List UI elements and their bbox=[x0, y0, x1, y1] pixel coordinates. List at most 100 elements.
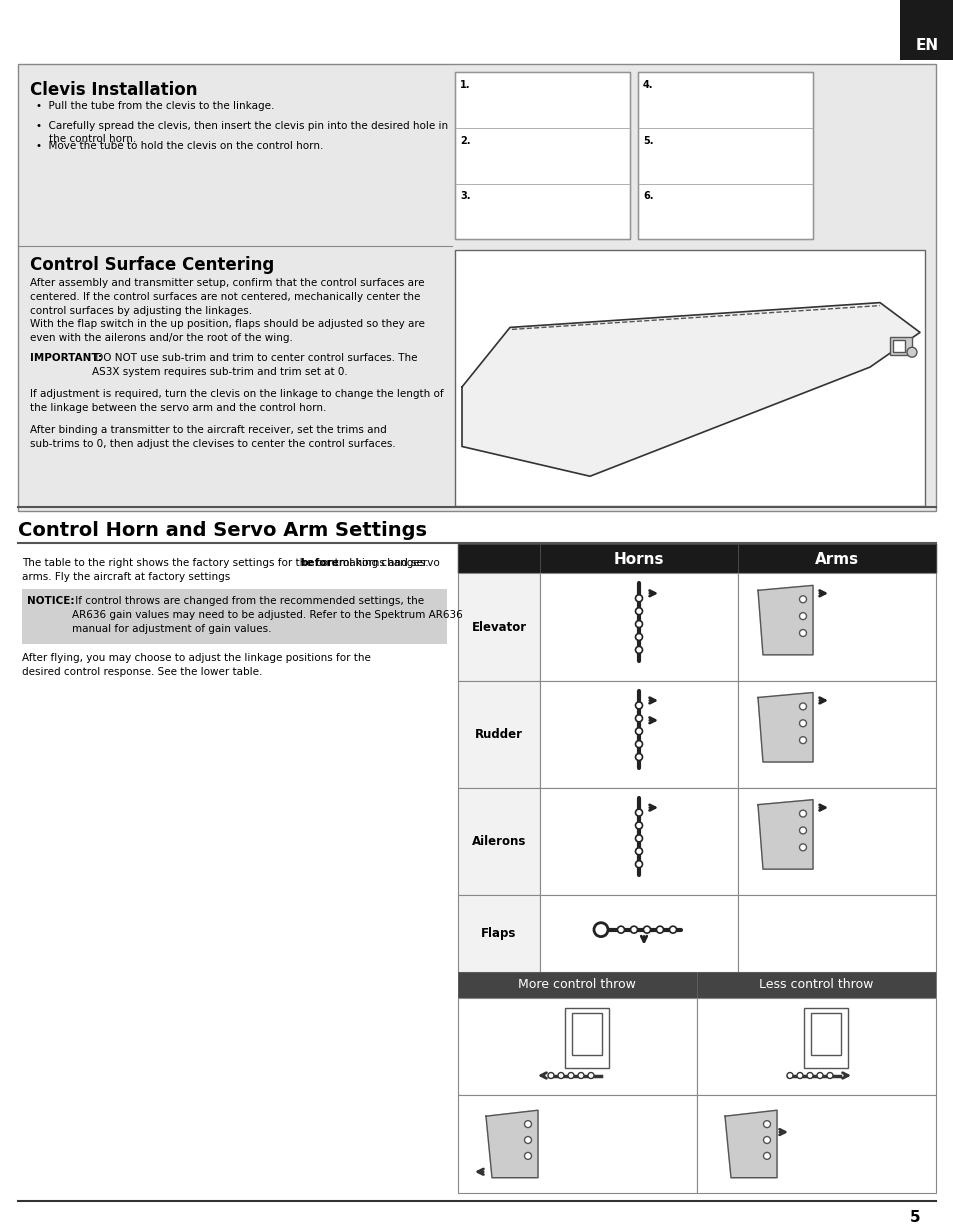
Bar bbox=[803, 1009, 847, 1067]
Bar bbox=[697, 972, 935, 998]
Bar bbox=[457, 681, 539, 788]
Bar bbox=[457, 1096, 697, 1193]
Circle shape bbox=[635, 715, 641, 721]
Text: NOTICE:: NOTICE: bbox=[27, 596, 74, 606]
Text: 4.: 4. bbox=[642, 80, 653, 91]
Bar bbox=[539, 544, 738, 573]
Bar bbox=[457, 894, 539, 972]
Text: Clevis Installation: Clevis Installation bbox=[30, 81, 197, 99]
Text: •  Carefully spread the clevis, then insert the clevis pin into the desired hole: • Carefully spread the clevis, then inse… bbox=[36, 121, 448, 145]
Circle shape bbox=[635, 741, 641, 747]
Bar bbox=[564, 1009, 608, 1067]
Text: Control Surface Centering: Control Surface Centering bbox=[30, 256, 274, 274]
Text: 6.: 6. bbox=[642, 191, 653, 201]
Polygon shape bbox=[758, 692, 812, 762]
Bar bbox=[697, 1096, 935, 1193]
Bar bbox=[22, 589, 447, 644]
Polygon shape bbox=[485, 1110, 537, 1178]
Circle shape bbox=[635, 834, 641, 842]
Bar bbox=[738, 544, 935, 573]
Text: •  Pull the tube from the clevis to the linkage.: • Pull the tube from the clevis to the l… bbox=[36, 101, 274, 112]
Circle shape bbox=[799, 827, 805, 834]
Circle shape bbox=[594, 923, 607, 936]
Text: DO NOT use sub-trim and trim to center control surfaces. The
AS3X system require: DO NOT use sub-trim and trim to center c… bbox=[91, 353, 417, 377]
Bar bbox=[18, 65, 935, 510]
Polygon shape bbox=[758, 800, 812, 869]
Circle shape bbox=[762, 1120, 770, 1128]
Bar bbox=[638, 184, 812, 239]
Text: •  Move the tube to hold the clevis on the control horn.: • Move the tube to hold the clevis on th… bbox=[36, 141, 323, 151]
Text: Rudder: Rudder bbox=[475, 728, 522, 741]
Circle shape bbox=[635, 702, 641, 709]
Circle shape bbox=[669, 926, 676, 934]
Circle shape bbox=[656, 926, 662, 934]
Circle shape bbox=[635, 607, 641, 615]
Circle shape bbox=[587, 1072, 594, 1079]
Text: The table to the right shows the factory settings for the control horns and serv: The table to the right shows the factory… bbox=[22, 557, 439, 582]
Circle shape bbox=[635, 633, 641, 640]
Circle shape bbox=[630, 926, 637, 934]
Bar bbox=[539, 681, 738, 788]
Circle shape bbox=[806, 1072, 812, 1079]
Bar bbox=[457, 972, 935, 998]
Bar bbox=[455, 72, 629, 239]
Circle shape bbox=[635, 595, 641, 601]
Polygon shape bbox=[461, 303, 919, 476]
Circle shape bbox=[635, 753, 641, 761]
Circle shape bbox=[617, 926, 624, 934]
Circle shape bbox=[762, 1136, 770, 1144]
Bar bbox=[889, 337, 911, 355]
Text: IMPORTANT:: IMPORTANT: bbox=[30, 353, 102, 363]
Bar bbox=[455, 250, 924, 506]
Circle shape bbox=[635, 621, 641, 627]
Polygon shape bbox=[758, 585, 812, 655]
Bar bbox=[455, 128, 629, 184]
Text: EN: EN bbox=[915, 38, 938, 53]
Bar bbox=[738, 788, 935, 894]
Circle shape bbox=[796, 1072, 802, 1079]
Bar bbox=[457, 573, 539, 681]
Bar bbox=[539, 573, 738, 681]
Polygon shape bbox=[724, 1110, 776, 1178]
Circle shape bbox=[799, 703, 805, 710]
Text: After binding a transmitter to the aircraft receiver, set the trims and
sub-trim: After binding a transmitter to the aircr… bbox=[30, 425, 395, 449]
Bar bbox=[572, 1014, 601, 1055]
Circle shape bbox=[547, 1072, 554, 1079]
Text: making changes.: making changes. bbox=[335, 557, 428, 568]
Circle shape bbox=[635, 822, 641, 829]
Bar bbox=[539, 788, 738, 894]
Circle shape bbox=[762, 1152, 770, 1160]
Circle shape bbox=[799, 844, 805, 850]
Circle shape bbox=[643, 926, 650, 934]
Circle shape bbox=[799, 736, 805, 744]
Circle shape bbox=[524, 1120, 531, 1128]
Bar bbox=[638, 72, 812, 128]
Text: Ailerons: Ailerons bbox=[472, 834, 526, 848]
Text: Less control throw: Less control throw bbox=[758, 978, 872, 991]
Text: More control throw: More control throw bbox=[517, 978, 636, 991]
Text: Elevator: Elevator bbox=[471, 621, 526, 633]
Bar bbox=[638, 128, 812, 184]
Text: 2.: 2. bbox=[459, 136, 470, 146]
Text: Control Horn and Servo Arm Settings: Control Horn and Servo Arm Settings bbox=[18, 521, 427, 540]
Circle shape bbox=[524, 1152, 531, 1160]
Bar bbox=[455, 72, 629, 128]
Bar bbox=[457, 972, 697, 998]
Circle shape bbox=[786, 1072, 792, 1079]
Circle shape bbox=[799, 810, 805, 817]
Text: After flying, you may choose to adjust the linkage positions for the
desired con: After flying, you may choose to adjust t… bbox=[22, 653, 371, 677]
Bar bbox=[457, 998, 697, 1096]
Bar bbox=[738, 681, 935, 788]
Text: before: before bbox=[299, 557, 338, 568]
Bar bbox=[638, 72, 812, 239]
Circle shape bbox=[524, 1136, 531, 1144]
Circle shape bbox=[799, 612, 805, 620]
Text: 3.: 3. bbox=[459, 191, 470, 201]
Circle shape bbox=[826, 1072, 832, 1079]
Bar bbox=[457, 788, 539, 894]
Circle shape bbox=[799, 720, 805, 726]
Text: With the flap switch in the up position, flaps should be adjusted so they are
ev: With the flap switch in the up position,… bbox=[30, 319, 424, 344]
Circle shape bbox=[635, 647, 641, 653]
Bar bbox=[539, 894, 738, 972]
Text: 1.: 1. bbox=[459, 80, 470, 91]
